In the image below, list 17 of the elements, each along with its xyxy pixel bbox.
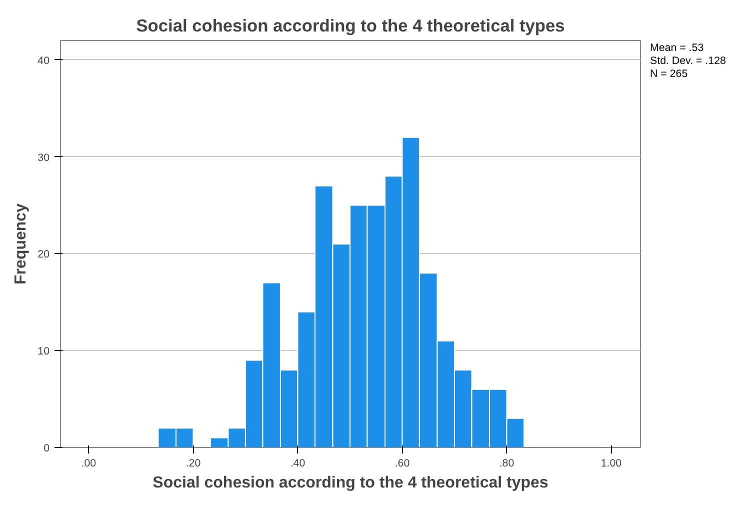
x-tick-label: .40 (290, 458, 306, 470)
chart-title: Social cohesion according to the 4 theoretical types (136, 16, 565, 36)
x-tick-label: .00 (81, 458, 96, 470)
x-tick-label: .60 (394, 458, 410, 470)
x-tick-label: .20 (186, 458, 201, 470)
y-tick-label: 10 (38, 346, 50, 358)
x-tick-label: .80 (499, 458, 514, 470)
y-tick-label: 0 (44, 442, 50, 454)
text: Mean = .53 (650, 42, 704, 54)
text: N = 265 (650, 68, 688, 80)
y-axis-title: Frequency (12, 203, 30, 284)
x-tick-label: 1.00 (600, 458, 622, 470)
text: Std. Dev. = .128 (650, 54, 726, 67)
y-tick-label: 30 (38, 152, 50, 164)
y-tick-label: 20 (38, 248, 50, 261)
x-axis-title: Social cohesion according to the 4 theoretical types (152, 474, 548, 492)
y-tick-label: 40 (38, 54, 50, 67)
